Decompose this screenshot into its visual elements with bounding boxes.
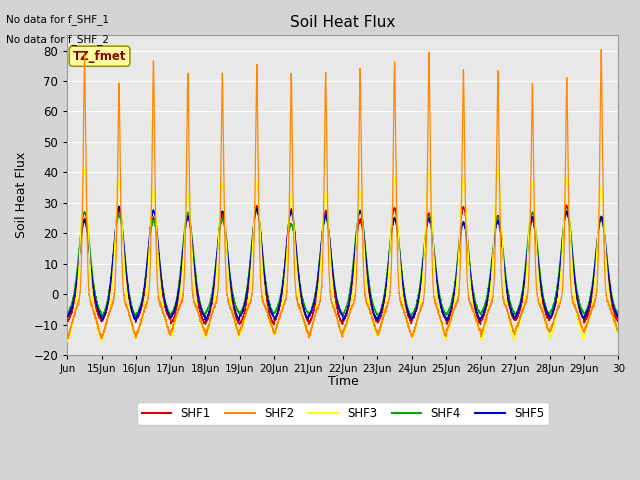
SHF3 xyxy=(536,285,543,291)
SHF4 xyxy=(178,256,186,262)
SHF3 xyxy=(522,286,529,291)
SHF4 xyxy=(393,222,401,228)
SHF4 xyxy=(614,311,622,317)
Text: No data for f_SHF_1: No data for f_SHF_1 xyxy=(6,14,109,25)
SHF4 xyxy=(364,264,371,270)
Line: SHF2: SHF2 xyxy=(67,49,618,339)
SHF4 xyxy=(63,312,71,317)
Text: No data for f_SHF_2: No data for f_SHF_2 xyxy=(6,34,109,45)
SHF4 xyxy=(522,264,529,269)
SHF5 xyxy=(536,270,543,276)
SHF3 xyxy=(494,168,502,174)
SHF3 xyxy=(614,331,622,336)
SHF5 xyxy=(364,271,371,276)
SHF3 xyxy=(63,338,71,344)
SHF1 xyxy=(536,274,543,279)
SHF4 xyxy=(536,264,543,270)
SHF3 xyxy=(393,205,401,211)
Y-axis label: Soil Heat Flux: Soil Heat Flux xyxy=(15,152,28,238)
SHF5 xyxy=(132,319,140,325)
Line: SHF1: SHF1 xyxy=(67,205,618,325)
SHF5 xyxy=(494,219,502,225)
SHF3 xyxy=(63,338,71,344)
SHF1 xyxy=(563,202,570,208)
SHF2 xyxy=(64,336,72,342)
SHF5 xyxy=(522,270,529,276)
SHF1 xyxy=(63,318,71,324)
SHF2 xyxy=(536,301,543,307)
SHF2 xyxy=(614,328,622,334)
SHF4 xyxy=(253,207,260,213)
Line: SHF4: SHF4 xyxy=(67,210,618,318)
SHF3 xyxy=(178,275,186,281)
SHF5 xyxy=(614,314,622,320)
SHF1 xyxy=(494,213,502,219)
SHF1 xyxy=(270,322,278,328)
Title: Soil Heat Flux: Soil Heat Flux xyxy=(290,15,396,30)
SHF2 xyxy=(364,301,371,307)
SHF3 xyxy=(364,290,371,296)
SHF1 xyxy=(364,276,371,282)
SHF5 xyxy=(393,226,401,231)
SHF3 xyxy=(81,166,88,172)
Text: TZ_fmet: TZ_fmet xyxy=(73,50,126,63)
SHF2 xyxy=(393,225,401,230)
SHF2 xyxy=(178,298,186,304)
SHF5 xyxy=(178,259,186,264)
X-axis label: Time: Time xyxy=(328,375,358,388)
SHF2 xyxy=(63,334,71,339)
Line: SHF5: SHF5 xyxy=(67,206,618,322)
SHF2 xyxy=(522,300,529,305)
Legend: SHF1, SHF2, SHF3, SHF4, SHF5: SHF1, SHF2, SHF3, SHF4, SHF5 xyxy=(137,402,549,425)
SHF1 xyxy=(393,217,401,223)
SHF2 xyxy=(494,74,502,80)
SHF4 xyxy=(494,216,502,221)
SHF5 xyxy=(115,204,123,209)
SHF5 xyxy=(63,313,71,319)
SHF1 xyxy=(614,319,622,324)
SHF2 xyxy=(597,47,605,52)
SHF1 xyxy=(522,275,529,280)
SHF4 xyxy=(408,315,415,321)
SHF1 xyxy=(178,267,186,273)
Line: SHF3: SHF3 xyxy=(67,169,618,341)
